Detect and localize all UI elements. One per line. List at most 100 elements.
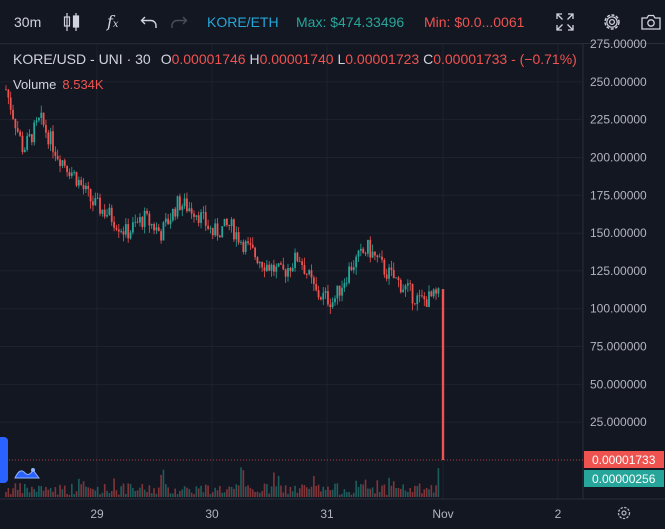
volume-bar (40, 486, 43, 497)
candle (329, 298, 332, 315)
y-tick-label: 150.00000 (590, 226, 647, 240)
x-tick-label: 31 (320, 507, 334, 521)
volume-bar (329, 490, 332, 497)
candle (381, 250, 383, 263)
volume-bar (59, 484, 61, 497)
candle (334, 295, 336, 306)
redo-icon[interactable] (170, 13, 188, 31)
volume-bar (71, 483, 73, 497)
volume-bar (341, 493, 343, 497)
candle (336, 285, 339, 305)
undo-icon[interactable] (140, 13, 158, 31)
open-value: 0.00001746 (171, 51, 246, 67)
candle (247, 237, 249, 246)
candle (66, 165, 68, 177)
candle (416, 292, 419, 311)
candle (134, 214, 137, 227)
interval-button[interactable]: 30m (14, 14, 42, 30)
volume-bar (181, 489, 184, 497)
low-value: 0.00001723 (345, 51, 420, 67)
candle (108, 203, 111, 216)
candle (378, 253, 381, 258)
tradingview-logo-icon[interactable] (14, 464, 40, 482)
pair-selector[interactable]: KORE/ETH (207, 14, 279, 30)
candle (432, 288, 435, 299)
volume-bar (87, 487, 90, 497)
candle (216, 217, 219, 241)
volume-bar (324, 489, 327, 497)
volume-bar (118, 494, 120, 497)
candle (430, 290, 433, 297)
candle (153, 222, 155, 235)
candle (414, 303, 416, 306)
volume-bar (207, 485, 209, 497)
volume-bar (54, 487, 57, 497)
volume-label: Volume (13, 77, 57, 92)
volume-bar (89, 488, 92, 497)
candle (421, 289, 423, 298)
volume-bar (296, 492, 299, 497)
candles-icon[interactable] (63, 12, 81, 32)
volume-bar (357, 486, 360, 497)
candle (211, 227, 214, 240)
fullscreen-icon[interactable] (556, 13, 574, 31)
candle (352, 260, 355, 274)
fx-icon[interactable]: fx (107, 12, 119, 31)
camera-icon[interactable] (641, 13, 661, 31)
candle (317, 285, 320, 300)
chart-settings-icon[interactable] (616, 505, 632, 521)
top-toolbar: 30m fx KORE/ETH Max: $474.33496 Min: $0.… (0, 0, 665, 44)
volume-bar (263, 483, 266, 497)
candle (54, 146, 57, 162)
volume-bar (167, 487, 169, 497)
volume-bar (94, 490, 97, 497)
volume-bar (141, 483, 144, 497)
candle (80, 176, 83, 186)
candle (115, 224, 118, 232)
volume-bar (216, 490, 219, 497)
volume-bar (317, 484, 320, 497)
volume-bar (298, 488, 301, 497)
gear-icon[interactable] (601, 11, 623, 33)
candle (275, 263, 278, 279)
volume-bar (120, 486, 122, 497)
candle (235, 226, 238, 247)
candle (362, 247, 365, 254)
volume-bar (353, 492, 355, 497)
last-price-label: 0.00001733 (592, 453, 656, 467)
volume-bar (155, 493, 158, 497)
candle (383, 258, 386, 278)
x-tick-label: 2 (555, 507, 562, 521)
volume-bar (190, 492, 193, 497)
candle (254, 246, 256, 260)
volume-bar (350, 494, 353, 497)
volume-bar (106, 490, 108, 497)
volume-bar (52, 491, 54, 497)
volume-legend: Volume 8.534K (13, 77, 104, 92)
volume-bar (195, 486, 198, 497)
candle (251, 237, 254, 249)
volume-bar (303, 485, 306, 497)
candle (19, 129, 21, 138)
candle (296, 251, 299, 263)
candle (26, 132, 29, 152)
close-value: 0.00001733 (433, 51, 508, 67)
candle (7, 88, 10, 105)
volume-bar (7, 487, 10, 497)
side-toggle-button[interactable] (0, 437, 8, 483)
candle (268, 261, 271, 272)
volume-bar (404, 490, 407, 497)
volume-bar (146, 492, 148, 497)
candle (244, 239, 247, 255)
volume-bar (402, 484, 404, 497)
candle (233, 218, 235, 242)
volume-bar (407, 491, 409, 497)
candle (428, 285, 430, 308)
volume-bar (369, 488, 372, 497)
candle (120, 228, 123, 234)
volume-bar (416, 486, 419, 497)
candle (404, 284, 407, 297)
candle (312, 275, 315, 292)
candle (202, 206, 205, 220)
